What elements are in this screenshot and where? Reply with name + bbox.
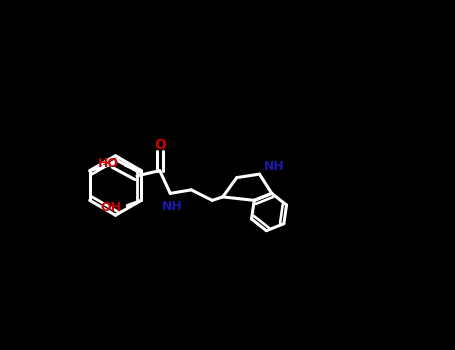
Text: OH: OH [100,201,121,214]
Text: NH: NH [264,160,284,173]
Text: NH: NH [162,199,182,213]
Text: HO: HO [97,157,118,170]
Text: O: O [154,138,166,152]
